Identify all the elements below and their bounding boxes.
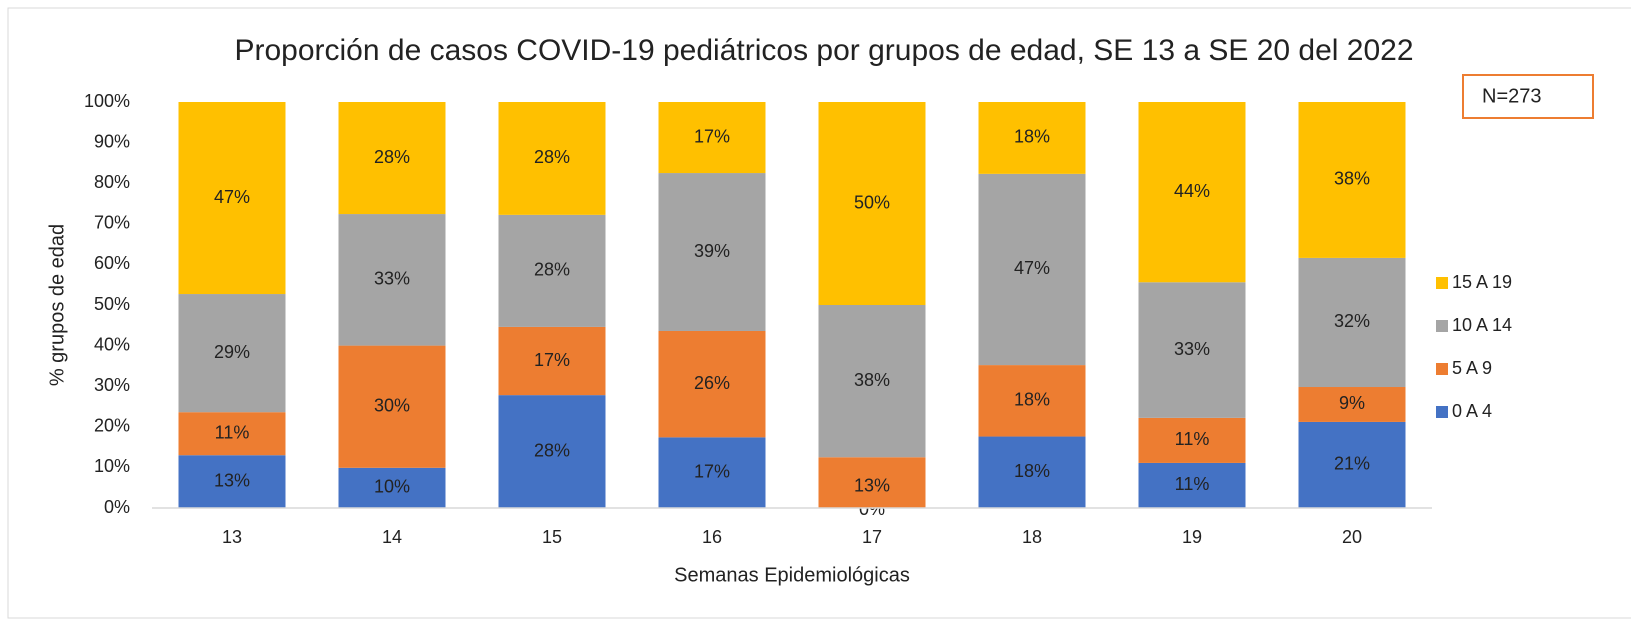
bar-segment: [338, 214, 446, 346]
legend-label: 0 A 4: [1452, 401, 1492, 421]
bar-segment: [1138, 462, 1246, 508]
data-label: 17%: [694, 126, 730, 146]
data-label: 18%: [1014, 461, 1050, 481]
x-tick-label: 15: [542, 527, 562, 547]
legend-label: 10 A 14: [1452, 315, 1512, 335]
bar-segment: [1298, 387, 1406, 422]
bar-segment: [498, 102, 606, 215]
chart-title: Proporción de casos COVID-19 pediátricos…: [234, 34, 1413, 67]
x-axis-label: Semanas Epidemiológicas: [674, 564, 910, 586]
y-tick-label: 40%: [94, 334, 130, 354]
data-label: 17%: [534, 350, 570, 370]
bar-segment: [1298, 421, 1406, 508]
x-tick-label: 13: [222, 527, 242, 547]
y-tick-label: 60%: [94, 253, 130, 273]
y-tick-label: 70%: [94, 213, 130, 233]
y-tick-label: 80%: [94, 172, 130, 192]
bar-segment: [1298, 102, 1406, 258]
data-label: 11%: [1175, 429, 1210, 449]
data-label: 39%: [694, 241, 730, 261]
bar-segment: [658, 437, 766, 508]
data-label: 18%: [1014, 127, 1050, 147]
data-label: 28%: [534, 440, 570, 460]
x-tick-label: 16: [702, 527, 722, 547]
x-tick-label: 17: [862, 527, 882, 547]
data-label: 33%: [374, 269, 410, 289]
data-label: 17%: [694, 461, 730, 481]
legend-label: 5 A 9: [1452, 358, 1492, 378]
data-label: 28%: [534, 260, 570, 280]
y-tick-label: 0%: [104, 497, 130, 517]
bar-segment: [498, 214, 606, 327]
bar-segment: [1138, 282, 1246, 418]
bar-segment: [1298, 257, 1406, 388]
data-label: 38%: [1334, 169, 1370, 189]
bar-segment: [178, 412, 286, 456]
legend-label: 15 A 19: [1452, 272, 1512, 292]
data-label: 21%: [1334, 454, 1370, 474]
bar-segment: [498, 395, 606, 508]
x-tick-label: 18: [1022, 527, 1042, 547]
y-tick-label: 10%: [94, 456, 130, 476]
data-label: 13%: [214, 470, 250, 490]
x-tick-label: 19: [1182, 527, 1202, 547]
data-label: 28%: [374, 147, 410, 167]
data-label: 47%: [1014, 258, 1050, 278]
y-tick-label: 90%: [94, 131, 130, 151]
legend-swatch: [1436, 363, 1448, 375]
x-tick-label: 20: [1342, 527, 1362, 547]
bar-segment: [658, 102, 766, 174]
bar-segment: [178, 102, 286, 295]
bar-segment: [818, 102, 926, 305]
bar-segment: [818, 457, 926, 508]
data-label: 9%: [1339, 393, 1365, 413]
data-label: 10%: [374, 477, 410, 497]
bar-segment: [818, 305, 926, 458]
bar-segment: [1138, 417, 1246, 463]
bar-segment: [978, 173, 1086, 366]
bar-segment: [978, 436, 1086, 508]
bar-segment: [178, 455, 286, 508]
bar-segment: [1138, 102, 1246, 283]
data-label: 50%: [854, 192, 890, 212]
bar-segment: [338, 102, 446, 215]
data-label: 18%: [1014, 390, 1050, 410]
data-label: 47%: [214, 187, 250, 207]
data-label: 29%: [214, 342, 250, 362]
data-label: 28%: [534, 147, 570, 167]
legend-swatch: [1436, 406, 1448, 418]
data-label: 38%: [854, 370, 890, 390]
y-tick-label: 100%: [84, 91, 130, 111]
data-label: 13%: [854, 475, 890, 495]
data-label: 11%: [1175, 474, 1210, 494]
bar-segment: [658, 330, 766, 438]
y-axis-label: % grupos de edad: [46, 224, 68, 386]
bar-segment: [338, 345, 446, 468]
bar-segment: [178, 294, 286, 413]
bar-segment: [338, 467, 446, 508]
bar-segment: [978, 102, 1086, 174]
y-tick-label: 50%: [94, 294, 130, 314]
data-label: 33%: [1174, 339, 1210, 359]
bar-segment: [498, 326, 606, 396]
data-label: 32%: [1334, 311, 1370, 331]
legend-swatch: [1436, 320, 1448, 332]
data-label: 11%: [215, 422, 250, 442]
data-label: 44%: [1174, 181, 1210, 201]
y-tick-label: 30%: [94, 375, 130, 395]
y-tick-label: 20%: [94, 416, 130, 436]
annotation: N=273: [1482, 85, 1542, 107]
bar-segment: [978, 365, 1086, 437]
data-label: 26%: [694, 373, 730, 393]
x-tick-label: 14: [382, 527, 402, 547]
data-label: 30%: [374, 395, 410, 415]
chart-frame: [7, 7, 1631, 619]
bar-segment: [658, 173, 766, 331]
legend-swatch: [1436, 277, 1448, 289]
annotation-box: [1462, 74, 1594, 119]
